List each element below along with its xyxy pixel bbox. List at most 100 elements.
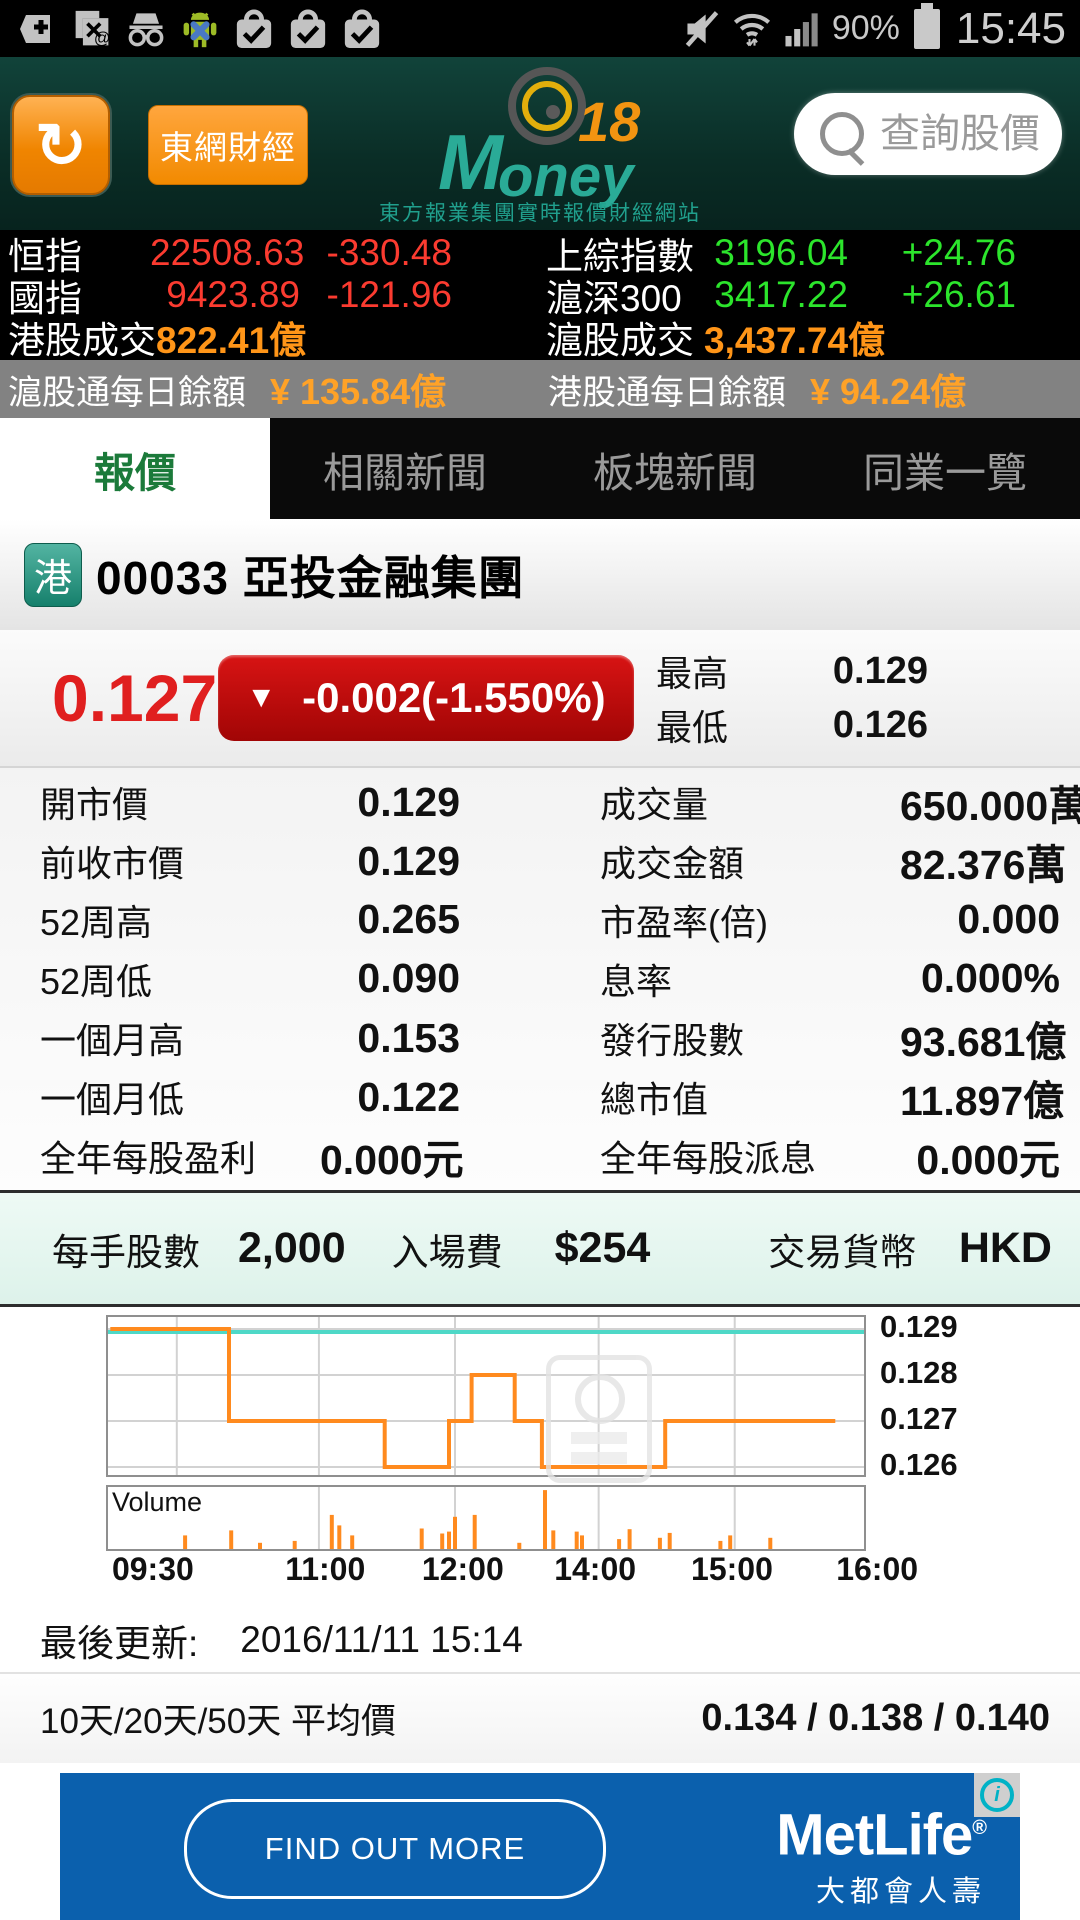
battery-percent: 90% [831, 9, 900, 47]
detail-value: 0.129 [357, 837, 460, 884]
index-label: 滬深300 [546, 278, 682, 319]
index-row: 國指 9423.89 -121.96 滬深300 3417.22 +26.61 [0, 274, 1080, 319]
ad-brand-name: MetLife® [776, 1802, 987, 1868]
detail-row: 52周高 0.265 市盈率(倍) 0.000 [0, 890, 1080, 949]
info-icon: i [980, 1778, 1014, 1812]
index-cell: 港股成交 822.41億 [0, 310, 540, 364]
incognito-icon [126, 9, 166, 49]
quota-value: ¥ 94.24億 [810, 371, 967, 412]
index-cell: 國指 9423.89 -121.96 [0, 268, 540, 322]
tag-plus-icon [18, 9, 58, 49]
refresh-button[interactable]: ↻ [12, 95, 110, 195]
detail-value: 11.897億 [900, 1078, 1065, 1124]
quota-label: 港股通每日餘額 [548, 373, 786, 412]
detail-value: 0.129 [357, 778, 460, 825]
price-chart-panel [106, 1315, 866, 1483]
index-value: 9423.89 [166, 274, 300, 315]
market-indices-panel: 恒指 22508.63 -330.48 上綜指數 3196.04 +24.76 國指 9423… [0, 230, 1080, 361]
volume-chart-panel: Volume [106, 1485, 866, 1551]
logo-ring-icon [508, 67, 586, 145]
high-low-block: 最高 0.129 最低 0.126 [656, 645, 928, 751]
index-value: 3196.04 [714, 232, 848, 273]
detail-row: 52周低 0.090 息率 0.000% [0, 949, 1080, 1008]
refresh-icon: ↻ [35, 111, 87, 181]
volume-label: Volume [112, 1487, 203, 1517]
tab-sector-news[interactable]: 板塊新聞 [593, 449, 757, 496]
volume-bars-svg [183, 1487, 773, 1549]
finance-news-button[interactable]: 東網財經 [148, 105, 308, 185]
detail-row: 前收市價 0.129 成交金額 82.376萬 [0, 831, 1080, 890]
detail-value: 0.000元 [320, 1137, 464, 1183]
x-axis-label: 11:00 [285, 1551, 366, 1587]
index-label: 恒指 [8, 236, 82, 277]
detail-value: 0.000 [957, 896, 1060, 942]
currency-label: 交易貨幣 [768, 1231, 917, 1273]
ad-brand-block: MetLife® 大都會人壽 [776, 1799, 987, 1910]
index-value: 822.41億 [156, 320, 307, 361]
quota-label: 滬股通每日餘額 [8, 373, 246, 412]
detail-label: 成交量 [600, 784, 709, 825]
entry-fee-label: 入場費 [391, 1231, 503, 1273]
index-change: +26.61 [901, 274, 1016, 315]
clock: 15:45 [955, 3, 1066, 53]
quote-details-table: 開市價 0.129 成交量 650.000萬 前收市價 0.129 成交金額 82.376萬 5… [0, 768, 1080, 1190]
wifi-icon [732, 9, 772, 49]
x-axis-label: 15:00 [691, 1551, 773, 1587]
detail-value: 0.000% [920, 955, 1060, 1001]
tab-related-news[interactable]: 相關新聞 [323, 449, 487, 496]
moving-average-values: 0.134 / 0.138 / 0.140 [701, 1697, 1050, 1739]
bag-check-icon [234, 9, 274, 49]
index-cell: 上綜指數 3196.04 +24.76 [540, 226, 1080, 280]
detail-value: 82.376萬 [900, 842, 1067, 888]
index-change: +24.76 [901, 232, 1016, 273]
stock-search-box[interactable] [794, 93, 1062, 175]
android-icon [180, 9, 220, 49]
intraday-chart-section: Volume 0.129 0.128 0.127 0.126 09:30 11:00 12… [0, 1307, 1080, 1607]
lot-info-bar: 每手股數 2,000 入場費 $254 交易貨幣 HKD [0, 1190, 1080, 1307]
connect-quota-bar: 滬股通每日餘額 ¥ 135.84億 港股通每日餘額 ¥ 94.24億 [0, 360, 1080, 418]
index-value: 3,437.74億 [704, 320, 886, 361]
index-label: 上綜指數 [546, 236, 694, 277]
index-value: 22508.63 [150, 232, 305, 273]
lot-size-value: 2,000 [238, 1224, 346, 1272]
moving-average-row: 10天/20天/50天 平均價 0.134 / 0.138 / 0.140 [0, 1674, 1080, 1763]
detail-label: 52周高 [40, 901, 153, 943]
down-arrow-icon: ▼ [246, 681, 277, 714]
ad-cta-button[interactable]: FIND OUT MORE [184, 1799, 606, 1899]
detail-value: 0.265 [357, 896, 460, 942]
ad-banner[interactable]: FIND OUT MORE MetLife® 大都會人壽 i [60, 1773, 1020, 1920]
detail-label: 息率 [600, 960, 673, 1002]
logo-oney: oney [498, 144, 634, 209]
translate-icon: @ [72, 9, 112, 49]
price-bar: 0.127 ▼ -0.002(-1.550%) 最高 0.129 最低 0.12… [0, 630, 1080, 768]
stock-title-bar: 港 00033 亞投金融集團 [0, 519, 1080, 630]
low-label: 最低 [656, 707, 729, 748]
battery-icon [913, 2, 940, 49]
quota-value: ¥ 135.84億 [270, 371, 447, 412]
last-update-value: 2016/11/11 15:14 [240, 1618, 523, 1660]
index-value: 3417.22 [714, 274, 848, 315]
quota-cell: 滬股通每日餘額 ¥ 135.84億 [0, 363, 540, 415]
tab-quote[interactable]: 報價 [0, 418, 270, 519]
detail-row: 全年每股盈利 0.000元 全年每股派息 0.000元 [0, 1126, 1080, 1185]
index-label: 滬股成交 [546, 320, 694, 361]
ad-brand-subtitle: 大都會人壽 [815, 1876, 986, 1909]
detail-label: 成交金額 [600, 843, 745, 884]
index-cell: 恒指 22508.63 -330.48 [0, 226, 540, 280]
mute-icon [682, 9, 722, 49]
search-input[interactable] [878, 110, 1062, 158]
ad-choices-button[interactable]: i [974, 1773, 1020, 1817]
last-update-label: 最後更新: [40, 1622, 199, 1664]
detail-value: 0.122 [357, 1073, 460, 1120]
x-axis-label: 16:00 [836, 1551, 919, 1587]
high-label: 最高 [656, 653, 729, 694]
index-row: 港股成交 822.41億 滬股成交 3,437.74億 [0, 316, 1080, 361]
last-update-row: 最後更新: 2016/11/11 15:14 [0, 1607, 1080, 1674]
x-axis-label: 09:30 [111, 1551, 194, 1587]
bag-check-icon [288, 9, 328, 49]
tab-peers[interactable]: 同業一覽 [863, 449, 1027, 496]
detail-value: 0.000元 [916, 1137, 1060, 1183]
detail-label: 開市價 [40, 784, 149, 825]
index-cell: 滬深300 3417.22 +26.61 [540, 268, 1080, 322]
